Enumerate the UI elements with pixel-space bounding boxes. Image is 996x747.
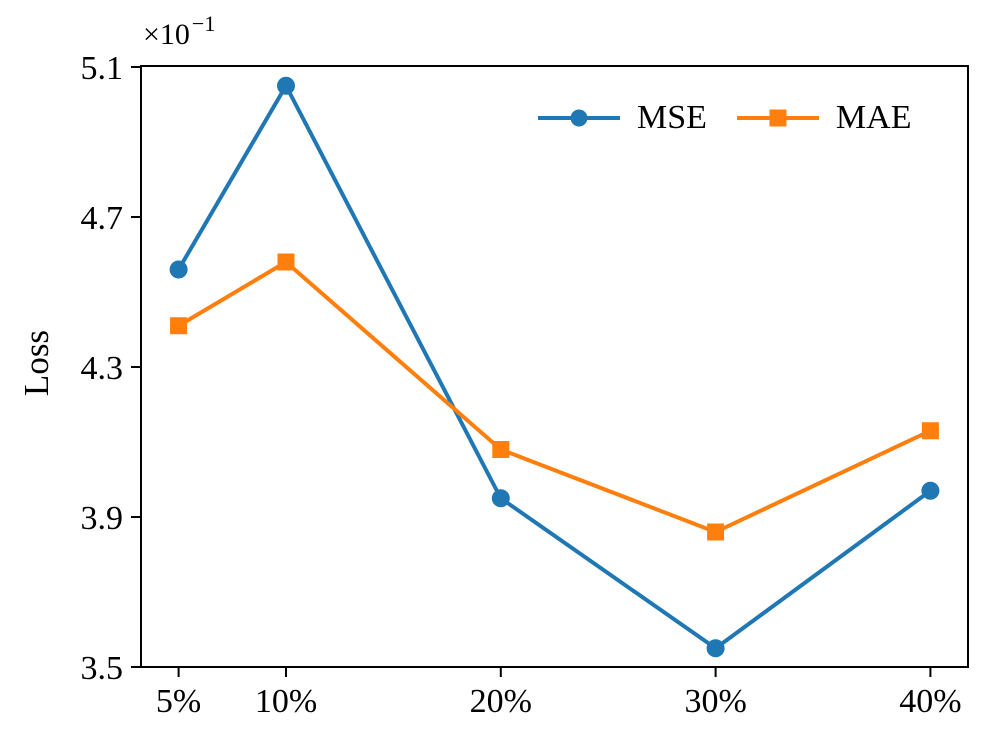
offset-base: ×10 <box>143 18 190 51</box>
data-point-mse <box>921 481 940 500</box>
data-point-mse <box>169 260 188 279</box>
data-point-mae <box>921 422 939 440</box>
data-point-mae <box>277 253 295 271</box>
data-point-mse <box>491 489 510 508</box>
y-tick-label: 5.1 <box>81 50 124 87</box>
legend-label-mae: MAE <box>835 99 912 136</box>
legend-item-mse: MSE <box>538 101 707 135</box>
x-tick-label: 30% <box>684 683 746 720</box>
data-point-mae <box>170 317 188 335</box>
x-tick-label: 5% <box>156 683 201 720</box>
x-tick-label: 10% <box>255 683 317 720</box>
legend-item-mae: MAE <box>736 99 912 136</box>
mse-circle-marker-icon <box>570 109 588 127</box>
legend-label-mse: MSE <box>637 99 707 136</box>
data-point-mse <box>706 639 725 658</box>
offset-exponent: −1 <box>191 11 216 36</box>
y-axis-label: Loss <box>17 329 56 397</box>
y-axis-offset-text: ×10−1 <box>143 13 215 51</box>
y-tick-label: 3.5 <box>81 650 124 687</box>
axes-spines <box>140 65 969 668</box>
y-tick-label: 3.9 <box>81 500 124 537</box>
y-tick-label: 4.7 <box>81 200 124 237</box>
y-tick-label: 4.3 <box>81 350 124 387</box>
legend: MSE MAE <box>538 99 911 137</box>
x-tick-label: 20% <box>470 683 532 720</box>
data-point-mae <box>707 523 725 541</box>
data-point-mae <box>492 441 510 458</box>
legend-sample-mae <box>736 108 819 128</box>
data-point-mse <box>276 76 295 95</box>
series-line-mse <box>176 83 933 651</box>
series-line-mae <box>176 260 933 534</box>
mae-square-marker-icon <box>769 109 787 127</box>
x-tick-label: 40% <box>899 683 961 720</box>
legend-sample-mse <box>538 108 620 128</box>
